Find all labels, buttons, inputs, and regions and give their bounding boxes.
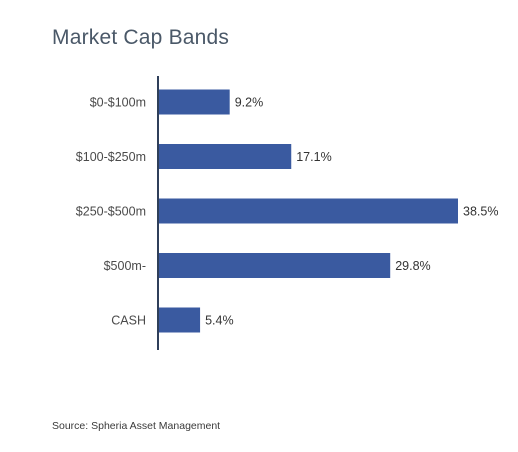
chart-title: Market Cap Bands — [52, 26, 230, 49]
category-label-1: $100-$250m — [76, 150, 146, 164]
source-note: Source: Spheria Asset Management — [52, 420, 221, 432]
category-label-4: CASH — [111, 314, 146, 328]
bars-layer — [158, 89, 458, 333]
bar-1 — [158, 144, 292, 169]
category-label-3: $500m- — [104, 259, 146, 273]
value-label-4: 5.4% — [205, 314, 234, 328]
labels-layer: $0-$100m 9.2% $100-$250m 17.1% $250-$500m 38.… — [76, 96, 499, 328]
bar-4 — [158, 307, 201, 333]
bar-0 — [158, 89, 230, 115]
bar-2 — [158, 198, 458, 224]
value-label-3: 29.8% — [395, 259, 430, 273]
value-label-2: 38.5% — [463, 205, 498, 219]
category-label-0: $0-$100m — [90, 96, 146, 110]
value-label-0: 9.2% — [235, 96, 263, 110]
value-label-1: 17.1% — [296, 150, 331, 164]
bar-3 — [158, 253, 391, 278]
category-label-2: $250-$500m — [76, 205, 146, 219]
